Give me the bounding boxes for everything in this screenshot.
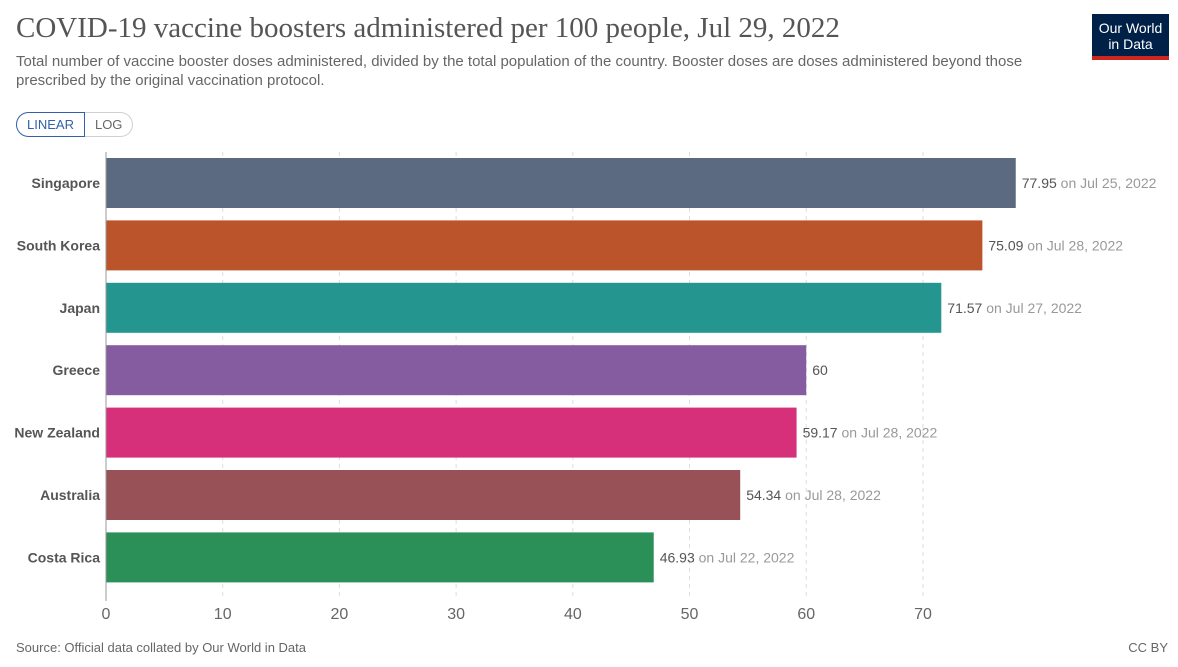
bar-singapore[interactable] — [106, 158, 1016, 208]
owid-logo[interactable]: Our World in Data — [1092, 14, 1169, 60]
value-date: on Jul 28, 2022 — [781, 487, 881, 503]
logo-red-bar — [1092, 56, 1169, 60]
linear-scale-button[interactable]: LINEAR — [16, 112, 85, 137]
category-label: Greece — [53, 362, 101, 378]
category-label: South Korea — [17, 237, 100, 253]
x-tick-label: 30 — [447, 606, 465, 623]
log-scale-button[interactable]: LOG — [84, 112, 134, 137]
bar-greece[interactable] — [106, 345, 807, 396]
value-label: 75.09 on Jul 28, 2022 — [988, 237, 1123, 253]
value-label: 60 — [812, 362, 828, 378]
scale-toggle: LINEAR LOG — [16, 112, 134, 137]
bar-south-korea[interactable] — [106, 220, 983, 271]
logo-line-2: in Data — [1108, 36, 1153, 52]
license-link[interactable]: CC BY — [1128, 640, 1168, 655]
bar-new-zealand[interactable] — [106, 407, 797, 458]
bar-australia[interactable] — [106, 470, 741, 520]
value-label: 54.34 on Jul 28, 2022 — [746, 487, 881, 503]
value-number: 59.17 — [803, 425, 838, 441]
value-label: 59.17 on Jul 28, 2022 — [803, 425, 938, 441]
x-tick-label: 70 — [914, 606, 932, 623]
labels: Singapore 77.95 on Jul 25, 2022 South Kore… — [14, 175, 1156, 565]
value-date: on Jul 28, 2022 — [838, 425, 938, 441]
category-label: Japan — [60, 300, 100, 316]
value-label: 77.95 on Jul 25, 2022 — [1022, 175, 1157, 191]
x-tick-label: 20 — [331, 606, 349, 623]
source-note[interactable]: Source: Official data collated by Our Wo… — [16, 640, 306, 655]
value-number: 71.57 — [947, 300, 982, 316]
bar-japan[interactable] — [106, 282, 942, 333]
value-number: 77.95 — [1022, 175, 1057, 191]
category-label: Costa Rica — [28, 549, 101, 565]
x-tick-label: 60 — [797, 606, 815, 623]
value-label: 71.57 on Jul 27, 2022 — [947, 300, 1082, 316]
value-number: 54.34 — [746, 487, 781, 503]
x-tick-label: 50 — [681, 606, 699, 623]
category-label: New Zealand — [14, 425, 100, 441]
x-tick-label: 10 — [214, 606, 232, 623]
category-label: Australia — [40, 487, 100, 503]
value-number: 46.93 — [660, 549, 695, 565]
logo-line-1: Our World — [1098, 20, 1163, 36]
x-tick-label: 0 — [102, 606, 111, 623]
x-axis: 0 10 20 30 40 50 60 70 — [102, 152, 932, 623]
x-tick-label: 40 — [564, 606, 582, 623]
value-date: on Jul 27, 2022 — [982, 300, 1082, 316]
value-date: on Jul 28, 2022 — [1023, 237, 1123, 253]
value-date: on Jul 22, 2022 — [695, 549, 795, 565]
chart-title: COVID-19 vaccine boosters administered p… — [16, 12, 840, 44]
value-number: 60 — [812, 362, 828, 378]
value-label: 46.93 on Jul 22, 2022 — [660, 549, 795, 565]
bar-costa-rica[interactable] — [106, 532, 654, 583]
chart-subtitle: Total number of vaccine booster doses ad… — [16, 53, 1023, 89]
category-label: Singapore — [32, 175, 101, 191]
value-number: 75.09 — [988, 237, 1023, 253]
value-date: on Jul 25, 2022 — [1057, 175, 1157, 191]
bars — [106, 158, 1016, 583]
